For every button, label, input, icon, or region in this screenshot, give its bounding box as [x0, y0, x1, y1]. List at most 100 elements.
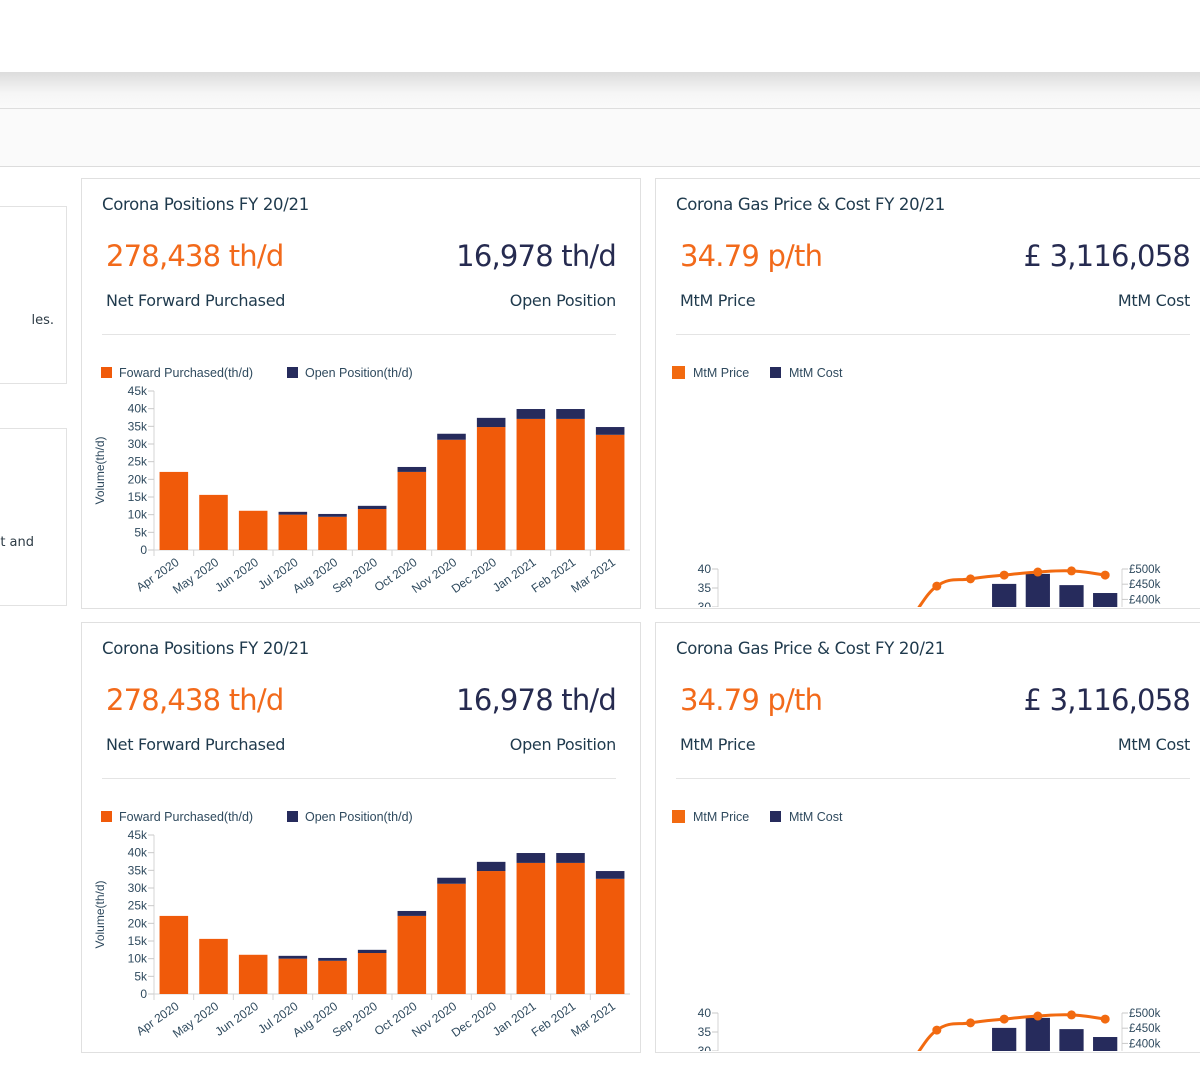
- open-position-label: Open Position: [509, 291, 617, 310]
- positions-chart: Foward Purchased(th/d) Open Position(th/d…: [93, 366, 630, 597]
- legend-label-price: MtM Price: [693, 810, 749, 824]
- bar-open-position: [516, 409, 546, 419]
- point-mtm-price: [1033, 1011, 1043, 1021]
- mtm-cost-value: £ 3,116,058: [1023, 239, 1191, 273]
- mtm-cost-label: MtM Cost: [1117, 735, 1190, 754]
- x-tick-label: Sep 2020: [330, 555, 380, 596]
- bar-open-position: [318, 513, 347, 517]
- y-tick-label: 45k: [128, 384, 148, 398]
- y-tick-label-left: 40: [698, 562, 712, 576]
- mtm-price-label: MtM Price: [680, 291, 756, 310]
- x-tick-label: Dec 2020: [449, 555, 499, 596]
- y-tick-label: 0: [140, 543, 147, 557]
- point-mtm-price: [1100, 570, 1110, 580]
- bar-forward-purchased: [437, 439, 466, 550]
- bar-open-position: [318, 957, 347, 961]
- y-tick-label: 10k: [128, 508, 148, 522]
- point-mtm-price: [1033, 567, 1043, 577]
- y-tick-label: 30k: [128, 437, 148, 451]
- positions-card: Corona Positions FY 20/21 278,438 th/d 1…: [81, 178, 641, 609]
- legend-swatch-forward: [101, 811, 112, 822]
- bar-mtm-cost: [1059, 1029, 1084, 1051]
- bar-open-position: [556, 853, 585, 863]
- bar-forward-purchased: [199, 938, 228, 994]
- y-tick-label: 25k: [128, 899, 148, 913]
- y-tick-label-right: £400k: [1129, 1038, 1161, 1050]
- net-forward-purchased-label: Net Forward Purchased: [106, 291, 286, 310]
- bar-forward-purchased: [357, 509, 387, 550]
- point-mtm-price: [999, 1014, 1009, 1024]
- mtm-price-value: 34.79 p/th: [680, 239, 823, 273]
- point-mtm-price: [1100, 1014, 1110, 1024]
- y-tick-label: 40k: [128, 402, 148, 416]
- bar-mtm-cost: [992, 1027, 1017, 1051]
- x-tick-label: Sep 2020: [330, 999, 380, 1040]
- point-mtm-price: [999, 570, 1009, 580]
- bar-forward-purchased: [595, 878, 625, 994]
- card-title: Corona Gas Price & Cost FY 20/21: [676, 639, 945, 658]
- bar-mtm-cost: [1059, 585, 1084, 607]
- legend-label-open: Open Position(th/d): [305, 366, 413, 380]
- bar-forward-purchased: [318, 516, 347, 550]
- positions-chart: Foward Purchased(th/d) Open Position(th/d…: [93, 810, 630, 1041]
- bar-open-position: [595, 871, 625, 879]
- bar-open-position: [357, 505, 387, 510]
- bar-forward-purchased: [238, 954, 268, 994]
- bar-forward-purchased: [238, 510, 268, 550]
- bar-forward-purchased: [397, 471, 427, 550]
- open-position-value: 16,978 th/d: [456, 239, 617, 273]
- bar-forward-purchased: [199, 494, 228, 550]
- point-mtm-price: [1067, 566, 1076, 576]
- bar-mtm-cost: [1025, 1017, 1050, 1051]
- y-tick-label-right: £500k: [1129, 1008, 1161, 1020]
- y-tick-label: 5k: [134, 525, 148, 539]
- price-cost-card: Corona Gas Price & Cost FY 20/21 34.79 p…: [655, 178, 1200, 609]
- side-card-1[interactable]: les.: [0, 206, 67, 384]
- y-tick-label-left: 35: [698, 581, 712, 595]
- bar-open-position: [437, 433, 466, 440]
- bar-forward-purchased: [318, 960, 347, 994]
- bar-forward-purchased: [159, 915, 189, 994]
- bar-forward-purchased: [159, 471, 189, 550]
- y-tick-label: 15k: [128, 490, 148, 504]
- side-card-2[interactable]: t and: [0, 428, 67, 606]
- price-cost-card: Corona Gas Price & Cost FY 20/21 34.79 p…: [655, 622, 1200, 1053]
- y-tick-label-left: 30: [698, 600, 712, 607]
- point-mtm-price: [966, 574, 975, 584]
- bar-open-position: [397, 466, 427, 472]
- bar-mtm-cost: [1093, 593, 1118, 607]
- bar-open-position: [516, 853, 546, 863]
- bar-forward-purchased: [397, 915, 427, 994]
- bar-forward-purchased: [516, 862, 546, 994]
- bar-mtm-cost: [1093, 1037, 1118, 1051]
- legend-swatch-price: [672, 810, 685, 823]
- bar-forward-purchased: [437, 883, 466, 994]
- y-tick-label: 40k: [128, 846, 148, 860]
- bar-mtm-cost: [1025, 573, 1050, 607]
- card-title: Corona Gas Price & Cost FY 20/21: [676, 195, 945, 214]
- legend-swatch-cost: [770, 811, 781, 822]
- mtm-price-label: MtM Price: [680, 735, 756, 754]
- net-forward-purchased-value: 278,438 th/d: [106, 239, 284, 273]
- bar-open-position: [476, 861, 506, 872]
- bar-forward-purchased: [476, 871, 506, 994]
- y-tick-label: 25k: [128, 455, 148, 469]
- y-tick-label: 45k: [128, 828, 148, 842]
- point-mtm-price: [966, 1018, 975, 1028]
- bar-open-position: [595, 427, 625, 435]
- divider: [102, 334, 616, 335]
- point-mtm-price: [1067, 1010, 1076, 1020]
- legend-label-forward: Foward Purchased(th/d): [119, 810, 253, 824]
- divider: [676, 778, 1190, 779]
- x-tick-label: Dec 2020: [449, 999, 499, 1040]
- mtm-cost-value: £ 3,116,058: [1023, 683, 1191, 717]
- y-tick-label-right: £450k: [1129, 1023, 1161, 1035]
- bar-forward-purchased: [556, 862, 585, 994]
- top-header: [0, 0, 1200, 72]
- open-position-label: Open Position: [509, 735, 617, 754]
- bar-forward-purchased: [357, 953, 387, 994]
- y-tick-label: 5k: [134, 969, 148, 983]
- bar-forward-purchased: [595, 434, 625, 550]
- side-card-text: t and: [0, 535, 34, 550]
